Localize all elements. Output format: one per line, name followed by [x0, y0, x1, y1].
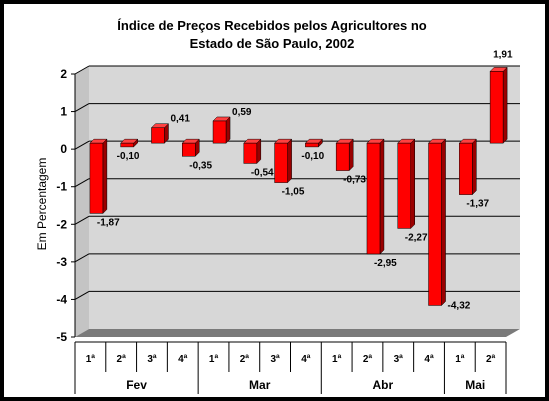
x-tick-label: 2ª — [486, 354, 496, 365]
group-label: Fev — [126, 378, 147, 392]
gridline-side — [74, 215, 90, 225]
group-label: Mar — [249, 378, 271, 392]
bar — [182, 142, 196, 157]
gridline-side — [74, 253, 90, 263]
bar — [212, 120, 227, 144]
y-axis-label: Em Percentagem — [35, 158, 49, 251]
x-tick-label: 1ª — [209, 354, 219, 365]
bar-side — [287, 138, 292, 184]
y-tick-label: -1 — [56, 180, 67, 194]
plot-side-wall — [75, 66, 89, 337]
gridline-side — [74, 290, 90, 300]
chart-title-line-1: Índice de Preços Recebidos pelos Agricul… — [117, 18, 426, 33]
bar-side — [225, 116, 231, 144]
bar — [335, 142, 350, 171]
data-label: -1,87 — [97, 217, 120, 228]
x-tick-label: 1ª — [332, 354, 342, 365]
bar — [243, 142, 258, 164]
y-tick-label: 0 — [60, 142, 67, 156]
data-label: -1,05 — [282, 187, 305, 198]
bar-side — [348, 138, 354, 172]
chart-title-line-2: Estado de São Paulo, 2002 — [190, 36, 355, 51]
bar-chart: 2 1 0 -1 -2 -3 -4 -5 -1,87 -0,10 0,41 -0,35 0,59 -0,5… — [35, 18, 520, 394]
bar — [89, 142, 104, 214]
bar — [397, 142, 411, 229]
bar — [120, 142, 134, 148]
plot-floor — [75, 329, 520, 337]
data-label: -0,73 — [343, 175, 366, 186]
bar — [459, 142, 473, 195]
data-label: 1,91 — [493, 49, 513, 60]
x-tick-label: 2ª — [117, 354, 127, 365]
data-label: -4,32 — [448, 300, 471, 311]
x-tick-label: 1ª — [86, 354, 96, 365]
gridline-side — [74, 103, 90, 113]
x-tick-label: 1ª — [455, 354, 465, 365]
data-label: -2,95 — [374, 258, 397, 269]
data-label: -2,27 — [405, 232, 428, 243]
group-label: Abr — [373, 378, 394, 392]
x-tick-label: 3ª — [147, 354, 157, 365]
gridline-side — [74, 65, 90, 75]
x-tick-label: 2ª — [240, 354, 250, 365]
gridline-side — [74, 178, 90, 188]
data-label: -0,10 — [117, 151, 140, 162]
bar-side — [472, 138, 477, 196]
data-label: -0,10 — [301, 151, 324, 162]
bar-side — [410, 138, 415, 230]
plot-back-wall — [89, 66, 520, 329]
bar-side — [379, 138, 385, 255]
bar — [305, 142, 319, 148]
y-tick-label: 2 — [60, 67, 67, 81]
x-tick-label: 4ª — [424, 354, 434, 365]
x-tick-label: 4ª — [178, 354, 188, 365]
bar — [151, 127, 165, 144]
bar-side — [102, 138, 108, 215]
gridline-side — [74, 140, 90, 150]
x-tick-label: 2ª — [363, 354, 373, 365]
y-tick-label: -4 — [56, 292, 67, 306]
y-tick-label: 1 — [60, 105, 67, 119]
group-label: Mai — [465, 378, 485, 392]
y-tick-label: -5 — [56, 330, 67, 344]
bar — [428, 142, 442, 306]
bar — [366, 142, 381, 255]
data-label: -0,54 — [251, 167, 274, 178]
x-tick-label: 4ª — [301, 354, 311, 365]
bar-side — [502, 66, 508, 144]
bar-side — [441, 138, 446, 307]
y-tick-label: -3 — [56, 255, 67, 269]
data-label: 0,41 — [170, 114, 190, 125]
bar — [274, 142, 288, 183]
bar — [489, 71, 504, 144]
x-tick-label: 3ª — [394, 354, 404, 365]
data-label: 0,59 — [232, 107, 252, 118]
y-tick-label: -2 — [56, 217, 67, 231]
data-label: -1,37 — [466, 199, 489, 210]
chart-area: 2 1 0 -1 -2 -3 -4 -5 -1,87 -0,10 0,41 -0,35 0,59 -0,5… — [4, 4, 545, 397]
data-label: -0,35 — [189, 160, 212, 171]
x-tick-label: 3ª — [270, 354, 280, 365]
